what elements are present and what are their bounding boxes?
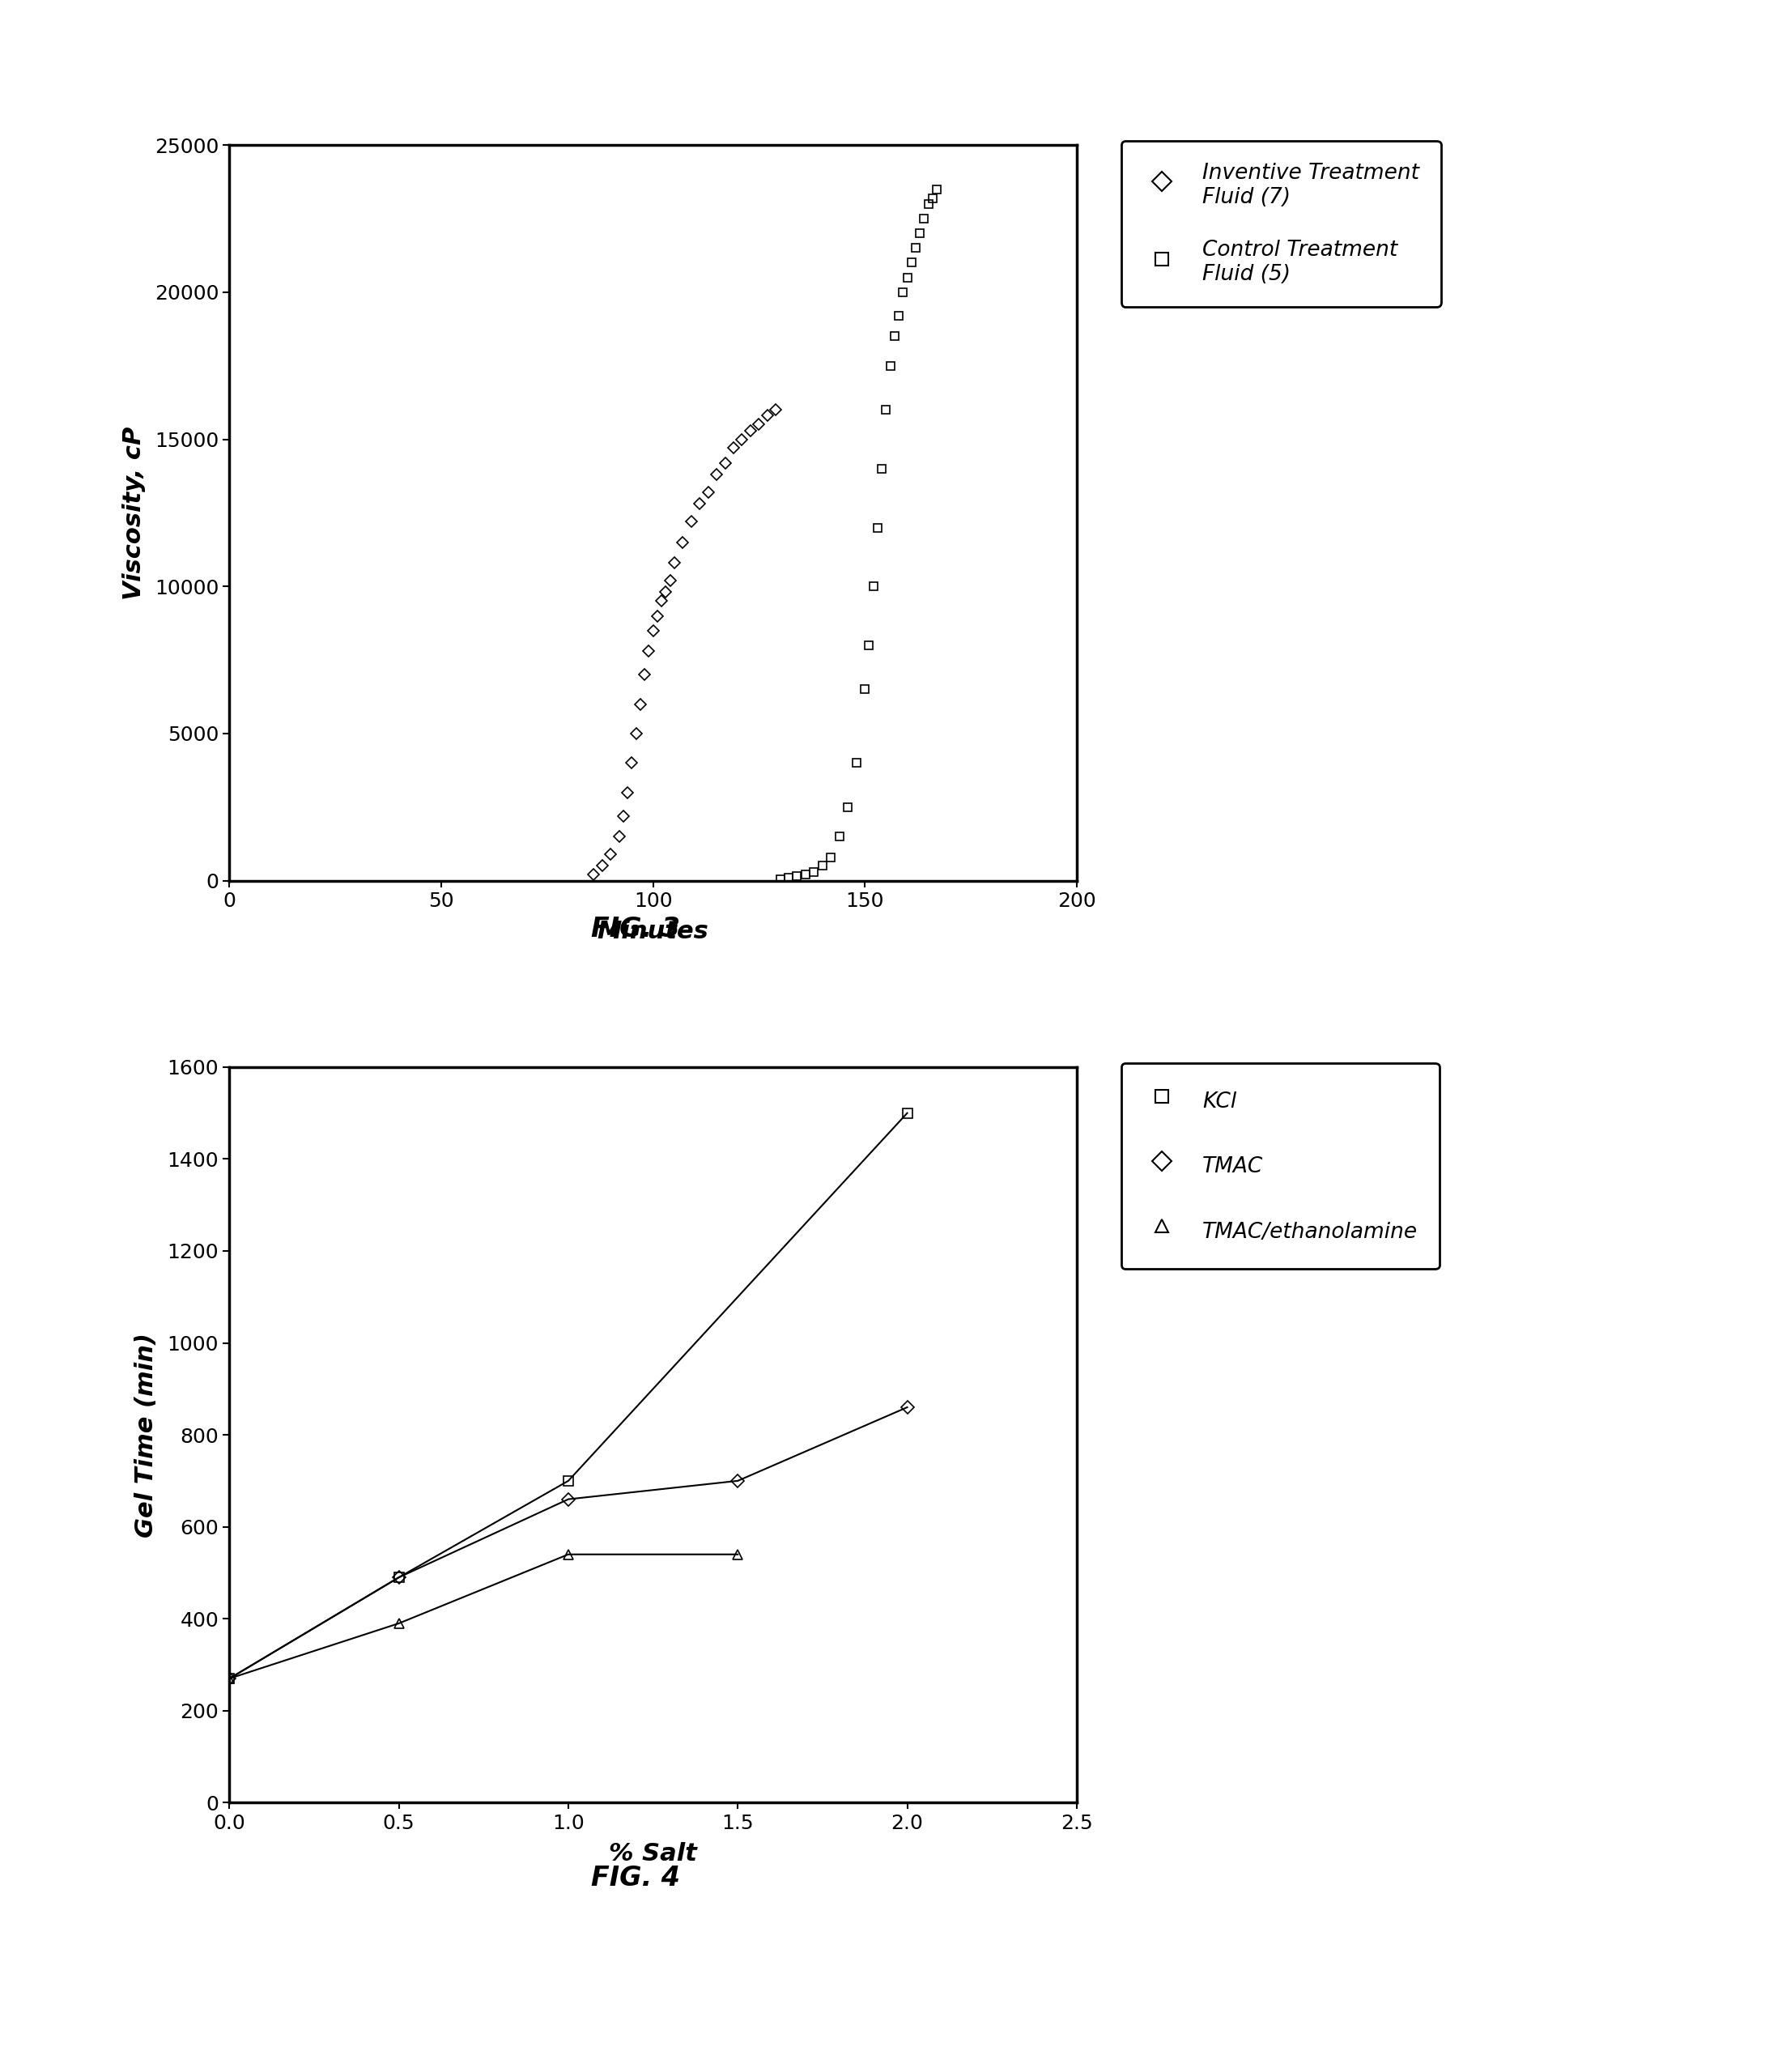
Text: FIG. 3: FIG. 3 <box>591 916 680 943</box>
Y-axis label: Viscosity, cP: Viscosity, cP <box>122 427 145 599</box>
Legend: Inventive Treatment
Fluid (7), Control Treatment
Fluid (5): Inventive Treatment Fluid (7), Control T… <box>1121 141 1440 307</box>
X-axis label: % Salt: % Salt <box>609 1842 697 1865</box>
Legend: KCl, TMAC, TMAC/ethanolamine: KCl, TMAC, TMAC/ethanolamine <box>1121 1063 1438 1268</box>
Text: FIG. 4: FIG. 4 <box>591 1865 680 1892</box>
X-axis label: Minutes: Minutes <box>597 920 710 943</box>
Y-axis label: Gel Time (min): Gel Time (min) <box>134 1332 159 1537</box>
